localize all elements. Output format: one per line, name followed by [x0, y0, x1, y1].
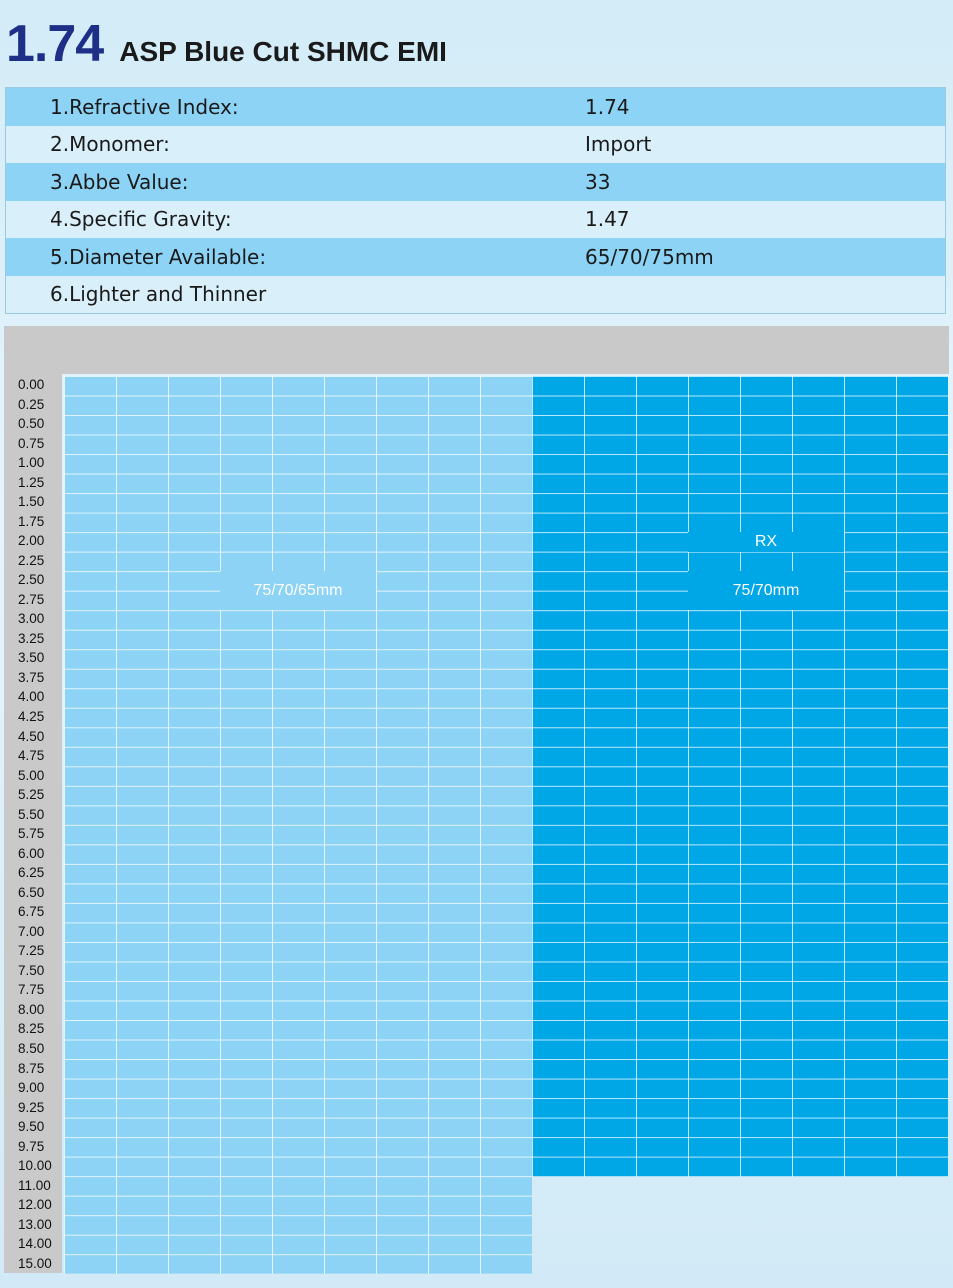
power-label: 8.50: [18, 1041, 45, 1057]
spec-value: 65/70/75mm: [585, 244, 714, 269]
power-label: 4.25: [18, 709, 45, 724]
power-label: 1.25: [18, 474, 45, 490]
spec-row: 6.Lighter and Thinner: [6, 275, 945, 313]
refractive-index-heading: 1.74: [6, 15, 104, 73]
power-label: 5.00: [18, 767, 45, 783]
spec-row: 2.Monomer: Import: [6, 125, 945, 163]
spec-label: 3.Abbe Value:: [50, 169, 189, 194]
power-label: 4.50: [18, 728, 45, 744]
stock-range-grid: [64, 376, 532, 1275]
spec-label: 6.Lighter and Thinner: [50, 282, 267, 307]
power-label: 0.50: [18, 416, 45, 432]
product-name-heading: ASP Blue Cut SHMC EMI: [119, 36, 447, 67]
spec-value: Import: [585, 132, 652, 157]
power-label: 14.00: [18, 1236, 52, 1252]
spec-row: 3.Abbe Value: 33: [6, 163, 945, 201]
power-label: 8.75: [18, 1060, 45, 1076]
power-label: 3.50: [18, 650, 45, 666]
power-label: 4.75: [18, 748, 45, 764]
spec-value: 1.47: [585, 207, 630, 232]
power-label: 1.50: [18, 494, 45, 510]
power-label: 2.50: [18, 572, 45, 588]
power-label: 9.00: [18, 1080, 45, 1096]
spec-row: 1.Refractive Index: 1.74: [6, 88, 945, 126]
power-label: 10.00: [18, 1158, 52, 1174]
power-label: 11.00: [18, 1177, 51, 1193]
spec-row: 5.Diameter Available: 65/70/75mm: [6, 238, 945, 276]
power-label: 2.75: [18, 591, 45, 607]
power-label: 9.75: [18, 1138, 45, 1154]
power-label: 9.25: [18, 1099, 45, 1115]
power-label: 1.75: [18, 513, 45, 529]
rx-label: RX: [688, 532, 844, 552]
spec-label: 1.Refractive Index:: [50, 94, 239, 119]
power-label: 1.00: [18, 455, 45, 471]
power-label: 6.00: [18, 845, 45, 861]
power-label: 5.25: [18, 787, 45, 803]
power-label: 5.75: [18, 826, 45, 842]
power-label: 6.75: [18, 904, 45, 920]
power-label: 5.50: [18, 806, 45, 822]
product-title: 1.74 ASP Blue Cut SHMC EMI: [6, 14, 447, 76]
power-label: 2.00: [18, 533, 45, 549]
power-label: 8.25: [18, 1021, 45, 1037]
power-label: 3.75: [18, 669, 45, 685]
rx-diameter-label: 75/70mm: [688, 571, 844, 611]
power-label: 6.25: [18, 865, 45, 881]
power-label: 13.00: [18, 1216, 52, 1232]
power-label: 9.50: [18, 1119, 45, 1135]
power-range-chart: 0.00 0.25 0.50 0.75 1.00 1.25 1.50 1.75 2.00 2.25…: [4, 326, 949, 1275]
power-label: 0.25: [18, 396, 45, 412]
spec-value: 1.74: [585, 94, 630, 119]
spec-table: 1.Refractive Index: 1.74 2.Monomer: Impo…: [5, 87, 946, 314]
power-label: 3.00: [18, 611, 45, 627]
power-label: 8.00: [18, 1001, 45, 1017]
spec-label: 5.Diameter Available:: [50, 244, 267, 269]
spec-label: 2.Monomer:: [50, 132, 170, 157]
stock-diameter-label: 75/70/65mm: [220, 571, 376, 611]
power-label: 7.25: [18, 943, 45, 959]
power-axis-column: [4, 374, 62, 1273]
power-label: 7.00: [18, 923, 45, 939]
power-label: 7.50: [18, 962, 45, 978]
power-label: 7.75: [18, 982, 45, 998]
chart-header-bar: [4, 326, 949, 374]
spec-label: 4.Specific Gravity:: [50, 207, 232, 232]
power-label: 3.25: [18, 630, 45, 646]
power-label: 0.00: [18, 377, 45, 392]
power-label: 4.00: [18, 689, 45, 705]
power-label: 6.50: [18, 884, 45, 900]
spec-row: 4.Specific Gravity: 1.47: [6, 200, 945, 238]
power-label: 0.75: [18, 435, 45, 451]
power-label: 12.00: [18, 1197, 52, 1213]
rx-range-grid: [532, 376, 948, 1177]
power-label: 15.00: [18, 1255, 52, 1271]
power-label: 2.25: [18, 552, 45, 568]
spec-value: 33: [585, 169, 611, 194]
